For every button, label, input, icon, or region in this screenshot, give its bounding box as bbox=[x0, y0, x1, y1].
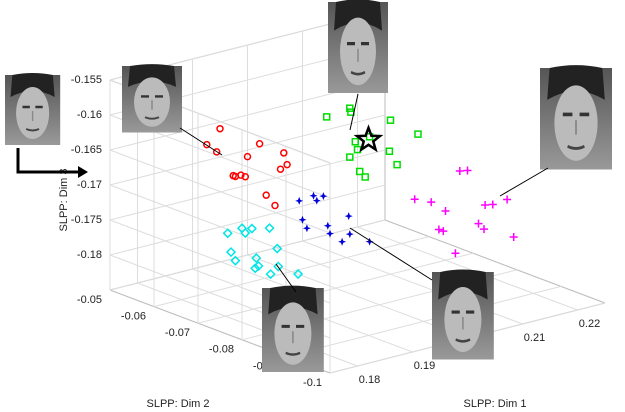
y-tick-label: -0.08 bbox=[209, 344, 234, 356]
chart: 0.180.190.20.210.22-0.05-0.06-0.07-0.08-… bbox=[0, 0, 625, 412]
y-tick-label: -0.07 bbox=[165, 327, 190, 339]
data-point bbox=[394, 162, 400, 168]
face-image bbox=[432, 270, 494, 360]
data-point bbox=[456, 167, 464, 175]
face-image bbox=[122, 64, 182, 132]
z-tick-label: -0.155 bbox=[71, 74, 102, 86]
data-point bbox=[324, 114, 330, 120]
grid-line bbox=[286, 286, 561, 356]
x-axis-label: SLPP: Dim 1 bbox=[464, 398, 527, 410]
data-point bbox=[415, 131, 421, 137]
grid-line bbox=[198, 253, 473, 323]
y-tick-label: -0.1 bbox=[303, 377, 322, 389]
face-image bbox=[540, 65, 612, 169]
z-axis-label: SLPP: Dim 3 bbox=[58, 169, 70, 232]
data-point bbox=[435, 226, 443, 234]
data-point bbox=[346, 230, 354, 238]
z-tick-label: -0.17 bbox=[77, 179, 102, 191]
x-tick-label: 0.21 bbox=[524, 332, 545, 344]
arrow bbox=[350, 94, 358, 130]
y-tick-label: -0.06 bbox=[121, 311, 146, 323]
data-point bbox=[411, 195, 419, 203]
z-tick-label: -0.165 bbox=[71, 144, 102, 156]
arrow bbox=[18, 148, 78, 172]
arrow bbox=[180, 128, 222, 155]
data-point bbox=[503, 196, 511, 204]
data-point bbox=[338, 238, 346, 246]
data-point bbox=[480, 225, 488, 233]
data-point bbox=[272, 203, 278, 209]
data-point bbox=[388, 117, 394, 123]
face-image bbox=[5, 73, 60, 145]
box-edge bbox=[385, 220, 605, 303]
data-point bbox=[442, 207, 450, 215]
y-tick-label: -0.05 bbox=[77, 294, 102, 306]
data-point bbox=[451, 249, 459, 257]
data-point bbox=[510, 233, 518, 241]
data-point bbox=[227, 248, 235, 256]
face-image bbox=[328, 0, 388, 93]
data-point bbox=[427, 198, 435, 206]
face-image bbox=[262, 286, 324, 372]
data-point bbox=[345, 212, 353, 220]
data-point bbox=[326, 230, 334, 238]
data-point bbox=[217, 126, 223, 132]
data-point bbox=[263, 192, 269, 198]
x-tick-label: 0.19 bbox=[414, 360, 435, 372]
data-point bbox=[319, 192, 327, 200]
y-axis-label: SLPP: Dim 2 bbox=[147, 398, 210, 410]
data-point bbox=[257, 141, 263, 147]
data-point bbox=[284, 162, 290, 168]
data-point bbox=[278, 166, 284, 172]
data-point bbox=[464, 167, 472, 175]
data-point bbox=[248, 225, 256, 233]
data-point bbox=[439, 227, 447, 235]
z-tick-label: -0.16 bbox=[77, 109, 102, 121]
arrow-head bbox=[78, 166, 88, 178]
x-tick-label: 0.22 bbox=[579, 318, 600, 330]
data-point bbox=[386, 148, 392, 154]
data-point bbox=[324, 222, 332, 230]
x-tick-label: 0.18 bbox=[359, 374, 380, 386]
z-tick-label: -0.175 bbox=[71, 214, 102, 226]
data-point bbox=[481, 201, 489, 209]
arrow bbox=[500, 168, 548, 196]
grid-line bbox=[138, 283, 358, 366]
data-point bbox=[266, 224, 274, 232]
data-point bbox=[475, 220, 483, 228]
data-point bbox=[489, 201, 497, 209]
z-tick-label: -0.18 bbox=[77, 249, 102, 261]
data-point bbox=[299, 216, 307, 224]
